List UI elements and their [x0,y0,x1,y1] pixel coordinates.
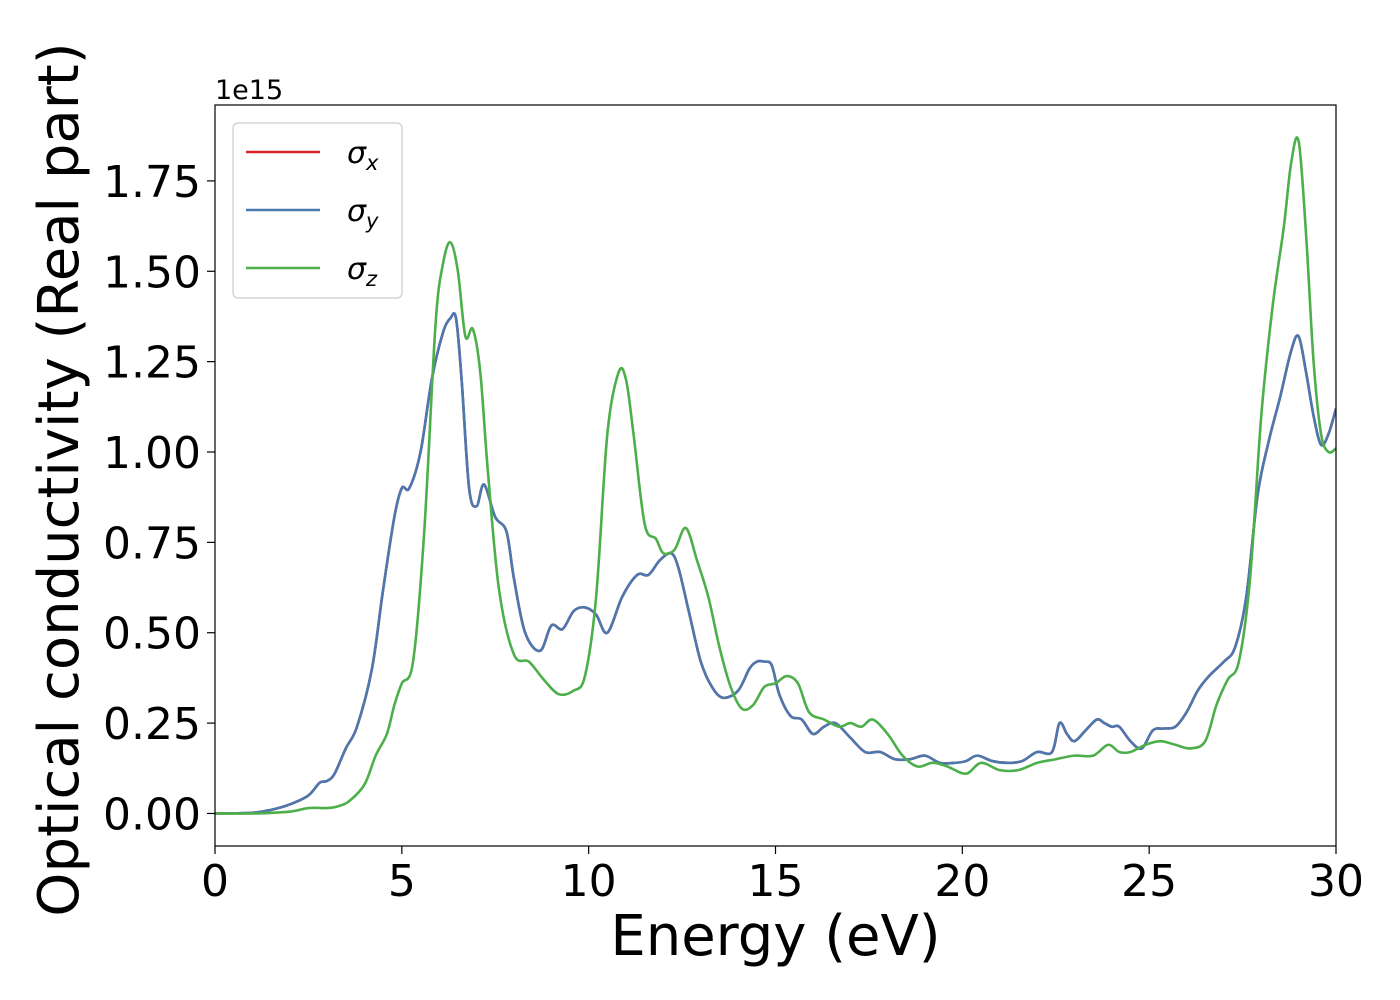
legend-label-sigma-x: σx [347,136,379,175]
x-tick-label: 5 [388,856,416,907]
y-axis-ticks: 0.00 0.25 0.50 0.75 1.00 1.25 1.50 1.75 [103,157,215,840]
y-tick-label: 1.00 [103,428,201,479]
y-tick-label: 1.75 [103,157,201,208]
y-tick-label: 0.50 [103,609,201,660]
x-tick-label: 20 [934,856,990,907]
x-axis-label: Energy (eV) [610,904,940,969]
series-line-sigma-z [215,136,1336,815]
series-lines [215,136,1336,815]
y-axis-label: Optical conductivity (Real part) [27,42,92,916]
y-tick-label: 0.75 [103,518,201,569]
x-tick-label: 10 [561,856,617,907]
y-tick-label: 1.25 [103,338,201,389]
y-tick-label: 1.50 [103,247,201,298]
y-tick-label: 0.25 [103,699,201,750]
legend-label-sigma-y: σy [347,194,379,233]
series-line-sigma-y [215,311,1336,815]
y-tick-label: 0.00 [103,789,201,840]
x-axis-ticks: 0 5 10 15 20 25 30 [201,846,1364,907]
x-tick-label: 25 [1121,856,1177,907]
x-tick-label: 30 [1308,856,1364,907]
x-tick-label: 15 [748,856,804,907]
y-offset-label: 1e15 [215,75,283,106]
x-tick-label: 0 [201,856,229,907]
